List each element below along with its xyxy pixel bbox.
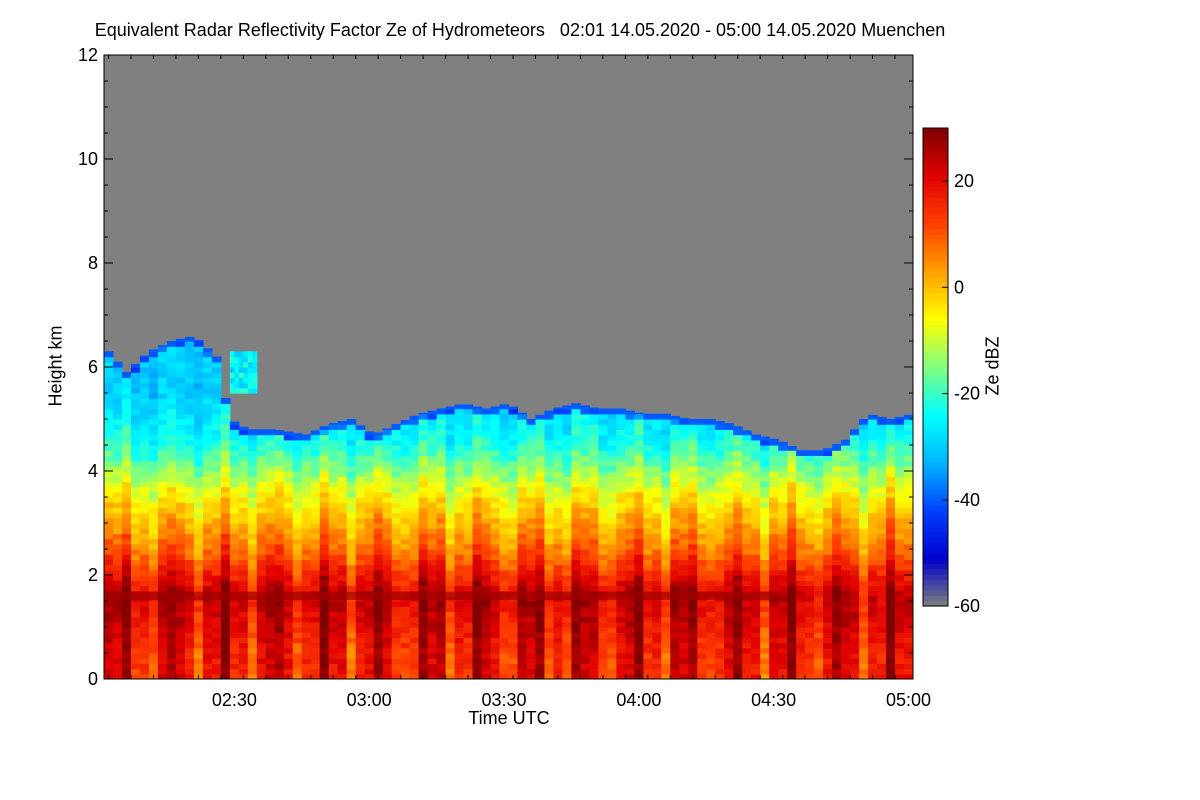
colorbar: -60 -40 -20 0 20 <box>922 127 980 616</box>
x-tick-label: 03:00 <box>347 690 392 710</box>
x-axis: 02:30 03:00 03:30 04:00 04:30 05:00 <box>107 55 931 710</box>
x-tick-label: 04:30 <box>751 690 796 710</box>
reflectivity-field <box>104 336 913 679</box>
melting-layer-band <box>104 591 779 600</box>
x-axis-label: Time UTC <box>468 708 550 728</box>
y-axis: 0 2 4 6 8 10 12 <box>78 45 913 689</box>
x-tick-label: 04:00 <box>616 690 661 710</box>
x-tick-label: 05:00 <box>886 690 931 710</box>
y-tick-label: 8 <box>88 253 98 273</box>
colorbar-tick-label: -20 <box>954 384 980 404</box>
y-tick-label: 4 <box>88 461 98 481</box>
x-tick-label: 03:30 <box>481 690 526 710</box>
colorbar-tick-label: 20 <box>954 171 974 191</box>
y-tick-label: 0 <box>88 669 98 689</box>
colorbar-tick-label: -60 <box>954 596 980 616</box>
y-tick-label: 6 <box>88 357 98 377</box>
y-tick-label: 12 <box>78 45 98 65</box>
y-tick-label: 10 <box>78 149 98 169</box>
y-tick-label: 2 <box>88 565 98 585</box>
colorbar-tick-label: 0 <box>954 277 964 297</box>
x-tick-label: 02:30 <box>212 690 257 710</box>
colorbar-tick-label: -40 <box>954 490 980 510</box>
chart-title: Equivalent Radar Reflectivity Factor Ze … <box>94 20 946 40</box>
